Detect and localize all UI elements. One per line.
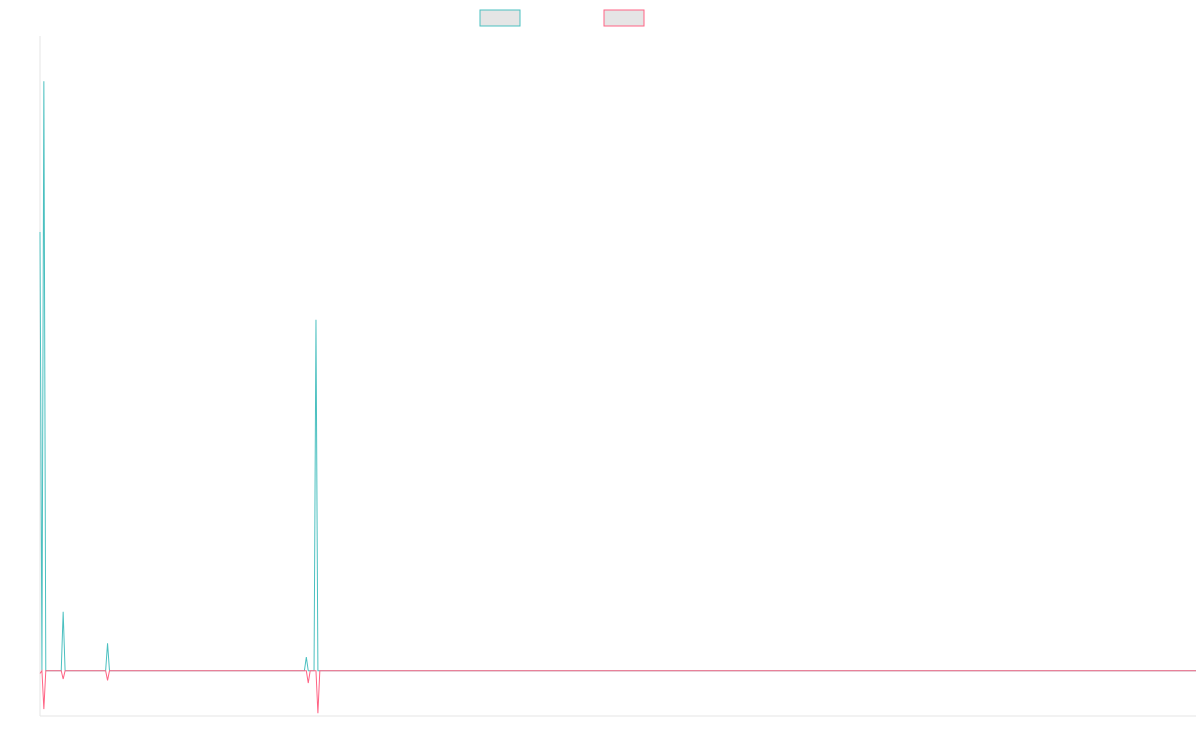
series-layer: [39, 81, 1196, 714]
legend-swatch-2[interactable]: [603, 9, 645, 27]
legend-swatch-1[interactable]: [479, 9, 521, 27]
legend: [479, 9, 645, 27]
series-line-2: [39, 669, 1196, 714]
series-line-1: [39, 81, 1196, 672]
axes: [39, 36, 1196, 717]
